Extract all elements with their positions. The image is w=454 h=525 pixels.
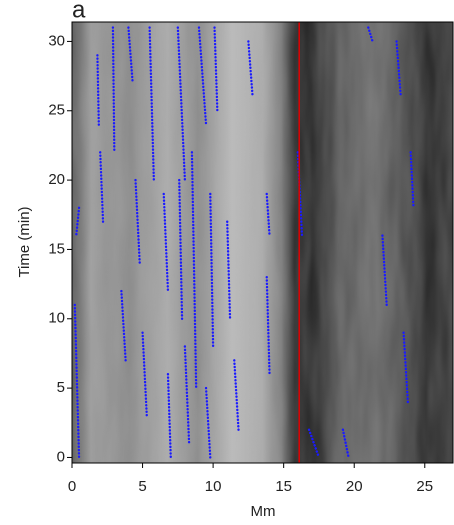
y-axis-label: Time (min) <box>16 206 33 277</box>
track <box>395 40 402 99</box>
track <box>111 26 116 154</box>
x-axis-label: Mm <box>251 503 276 520</box>
x-tick-label: 25 <box>416 478 433 495</box>
x-tick-label: 0 <box>68 478 76 495</box>
track <box>148 26 156 182</box>
track <box>367 26 374 43</box>
track <box>73 303 81 459</box>
track <box>265 275 271 376</box>
track <box>141 331 148 418</box>
track <box>75 206 81 237</box>
y-tick-label: 5 <box>57 379 65 396</box>
y-tick-label: 15 <box>48 240 65 257</box>
track <box>265 192 271 237</box>
track <box>213 26 219 112</box>
panel-label: a <box>72 0 86 23</box>
track <box>197 26 208 126</box>
track <box>247 40 254 99</box>
track <box>226 220 232 320</box>
track <box>176 26 187 182</box>
track <box>127 26 134 85</box>
track <box>134 178 141 265</box>
x-tick-label: 10 <box>205 478 222 495</box>
track <box>190 151 198 390</box>
x-tick-label: 20 <box>346 478 363 495</box>
x-tick-label: 5 <box>138 478 146 495</box>
y-tick-label: 20 <box>48 171 65 188</box>
y-tick-label: 25 <box>48 102 65 119</box>
plot-frame <box>71 21 454 464</box>
y-tick-label: 0 <box>57 448 65 465</box>
y-tick-label: 30 <box>48 32 65 49</box>
track <box>183 345 191 445</box>
track <box>162 192 170 293</box>
track <box>409 151 415 210</box>
track <box>341 428 350 459</box>
y-tick-label: 10 <box>48 310 65 327</box>
x-tick-label: 15 <box>275 478 292 495</box>
track <box>178 178 184 320</box>
background-texture <box>72 22 453 463</box>
track <box>166 373 172 459</box>
track <box>209 192 215 348</box>
